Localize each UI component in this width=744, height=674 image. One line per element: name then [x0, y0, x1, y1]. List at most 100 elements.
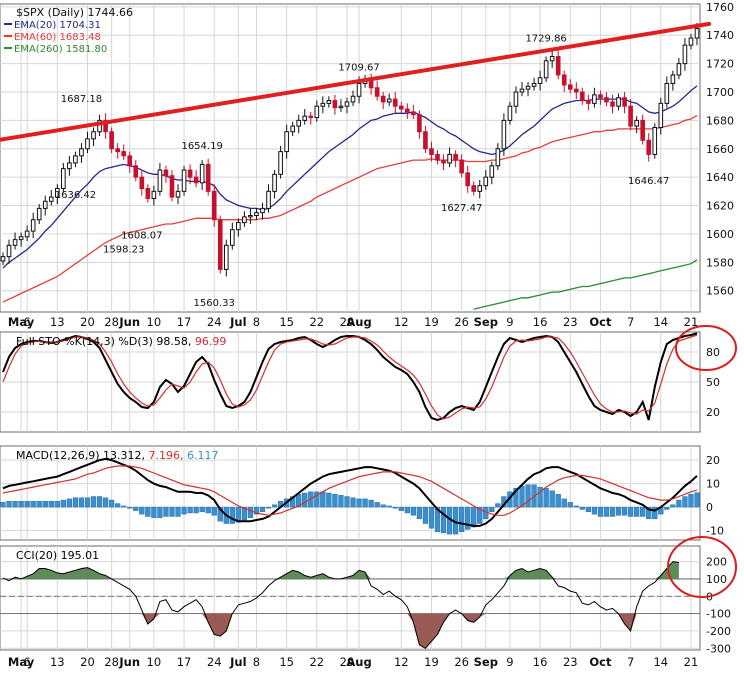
- macd-histogram-bar: [102, 497, 109, 508]
- macd-histogram-bar: [187, 506, 193, 514]
- macd-histogram-bar: [652, 506, 658, 520]
- indicator-value: MACD(12,26,9): [16, 449, 100, 462]
- candle: [332, 94, 338, 115]
- cci-line: [2, 561, 679, 649]
- macd-histogram-bar: [676, 499, 682, 508]
- candle: [85, 131, 90, 154]
- candle: [55, 184, 60, 205]
- candle-body: [326, 100, 332, 104]
- highlight-circle: [667, 536, 737, 598]
- candle-body: [230, 229, 235, 246]
- macd-histogram-bar: [60, 499, 66, 508]
- candle-body: [73, 155, 78, 164]
- candle: [429, 141, 434, 162]
- macd-histogram-bar: [555, 493, 561, 508]
- macd-histogram-bar: [573, 505, 579, 508]
- macd-histogram-bar: [121, 505, 127, 508]
- candle: [592, 87, 597, 108]
- candle-body: [501, 119, 507, 150]
- macd-histogram-bar: [489, 506, 495, 513]
- candle-body: [79, 148, 84, 157]
- candle: [567, 79, 573, 94]
- x-tick-label: Sep: [474, 655, 498, 669]
- x-tick-label: 14: [653, 315, 668, 329]
- y-tick-label: 20: [706, 406, 720, 419]
- candle: [398, 101, 404, 114]
- price-annotation: 1687.18: [61, 94, 102, 105]
- x-tick-label: May: [8, 315, 35, 329]
- macd-histogram-bar: [181, 506, 187, 515]
- legend-entry: EMA(260) 1581.80: [14, 44, 107, 55]
- y-tick-label: 100: [706, 573, 727, 586]
- candle: [392, 92, 398, 114]
- x-tick-label: 23: [563, 655, 578, 669]
- candle: [314, 100, 320, 122]
- x-tick-label: 6: [23, 655, 30, 669]
- candle: [646, 133, 652, 162]
- candle: [411, 104, 416, 119]
- candle: [12, 232, 18, 250]
- x-tick-label: Jun: [118, 315, 140, 329]
- candle-body: [181, 169, 187, 192]
- macd-histogram-bar: [543, 488, 549, 508]
- candle: [133, 160, 139, 182]
- y-tick-label: 50: [706, 376, 720, 389]
- candle: [423, 126, 428, 154]
- candle: [6, 239, 12, 264]
- x-tick-label: 26: [454, 655, 469, 669]
- candle: [139, 170, 145, 196]
- candle: [604, 92, 609, 107]
- candle: [495, 143, 501, 171]
- cci-overbought-area: [3, 561, 679, 579]
- macd-histogram-bar: [495, 503, 501, 508]
- macd-histogram-bar: [374, 502, 380, 508]
- candle: [326, 96, 332, 108]
- macd-signal-line: [2, 465, 698, 516]
- indicator-value: 96.99: [191, 335, 226, 348]
- candle: [489, 161, 495, 185]
- macd-histogram-bar: [416, 506, 423, 520]
- macd-histogram-bar: [664, 506, 670, 510]
- macd-histogram-bar: [398, 506, 404, 511]
- macd-histogram-bar: [48, 501, 54, 508]
- macd-histogram-bar: [603, 506, 610, 517]
- y-tick-label: 1740: [706, 29, 734, 42]
- candle-body: [127, 155, 133, 167]
- x-tick-label: Sep: [474, 315, 498, 329]
- macd-histogram-bar: [72, 497, 79, 508]
- candle: [109, 127, 114, 154]
- candle-body: [42, 200, 48, 209]
- macd-histogram-bar: [115, 503, 121, 508]
- x-tick-label: 24: [207, 315, 222, 329]
- candle-body: [561, 74, 567, 86]
- candle-body: [24, 230, 30, 238]
- candle-body: [676, 63, 682, 76]
- candle-body: [495, 148, 501, 167]
- candle-body: [537, 77, 543, 84]
- candle: [290, 121, 295, 136]
- candle-body: [163, 169, 169, 177]
- macd-histogram-bar: [0, 502, 6, 508]
- x-tick-label: 21: [684, 655, 699, 669]
- candle-body: [682, 44, 688, 65]
- candle: [36, 204, 42, 224]
- candle: [30, 212, 36, 239]
- candle: [121, 144, 127, 161]
- candle-body: [447, 153, 452, 164]
- candle: [676, 57, 682, 80]
- candle: [91, 127, 96, 146]
- candle-body: [531, 82, 537, 87]
- candle-body: [664, 82, 670, 104]
- candle-body: [453, 153, 458, 161]
- candle-body: [157, 169, 163, 192]
- macd-histogram-bar: [591, 506, 598, 515]
- macd-histogram-bar: [78, 497, 85, 508]
- macd-histogram-bar: [90, 496, 97, 508]
- candle-body: [622, 97, 627, 107]
- macd-histogram-bar: [193, 506, 199, 514]
- candle: [199, 160, 205, 190]
- stochastic-k-line: [2, 332, 698, 422]
- candle: [320, 96, 326, 114]
- candle: [205, 158, 211, 196]
- macd-histogram-bar: [320, 491, 326, 508]
